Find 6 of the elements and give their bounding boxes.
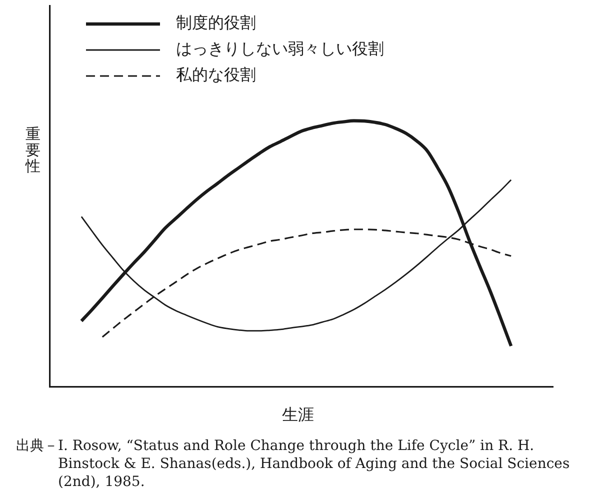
source-note: 出典－I. Rosow, “Status and Role Change through the Life Cycle” in R. H. Binstock & E. Shanas(eds.), Handbook of Aging and the Social Sciences (2nd), 1985. [16, 437, 571, 491]
x-axis-title: 生涯 [281, 405, 315, 425]
legend-label: 私的な役割 [176, 65, 256, 84]
legend-label: 制度的役割 [176, 13, 256, 32]
y-axis-title: 重要性 [25, 125, 41, 175]
legend-label: はっきりしない弱々しい役割 [176, 39, 384, 58]
